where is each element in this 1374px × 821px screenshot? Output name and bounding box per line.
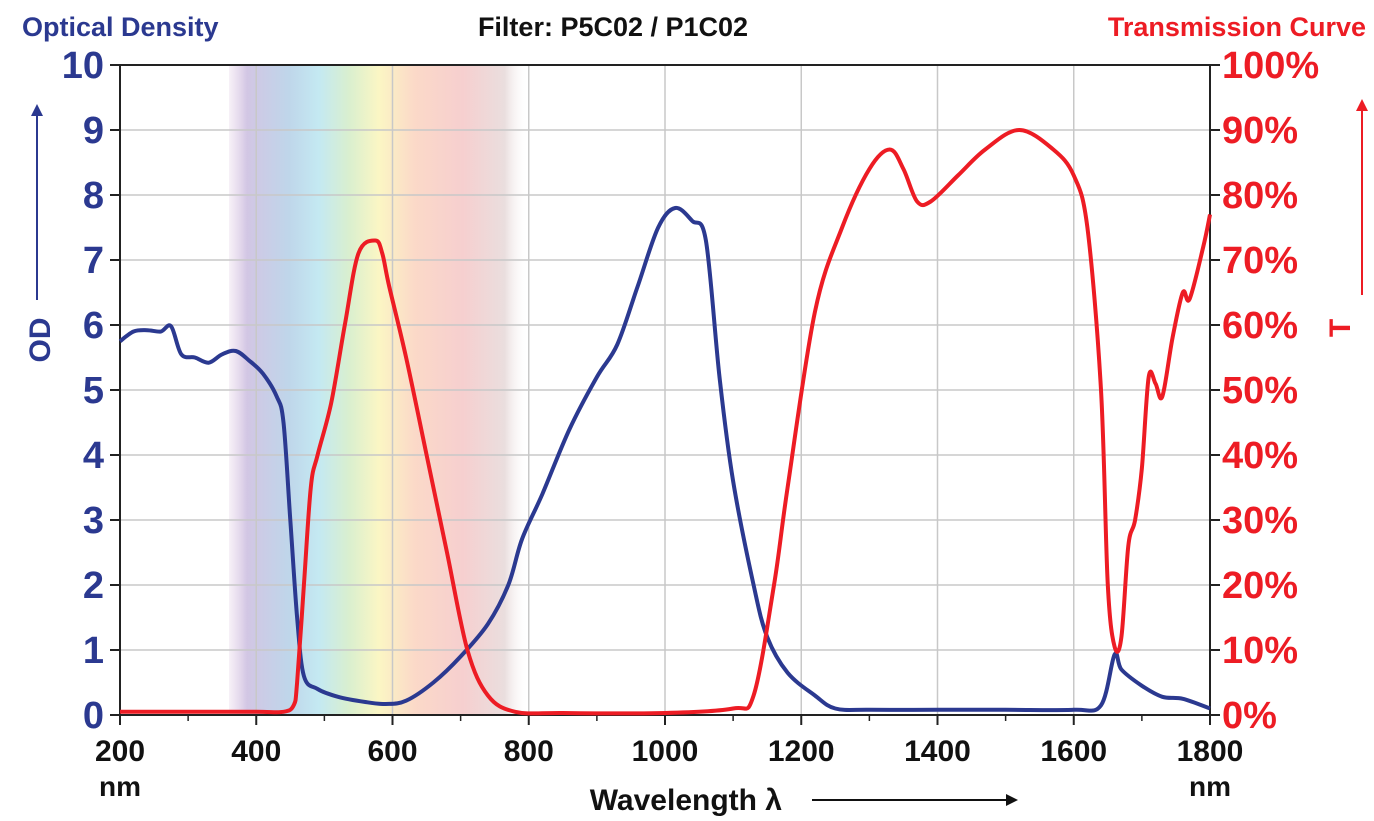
x-tick-label: 1400: [904, 735, 971, 768]
y-left-tick-label: 10: [62, 45, 104, 87]
y-right-tick-label: 30%: [1222, 500, 1298, 542]
x-axis-ticks: 200 400 600 800 1000 1200 1400 1600 1800: [95, 715, 1243, 768]
x-tick-label: 800: [504, 735, 554, 768]
y-right-tick-label: 40%: [1222, 435, 1298, 477]
x-unit-label-left: nm: [99, 771, 141, 802]
x-tick-label: 600: [367, 735, 417, 768]
x-tick-label: 1000: [632, 735, 699, 768]
left-axis-title: Optical Density: [22, 12, 219, 42]
y-right-tick-label: 20%: [1222, 565, 1298, 607]
y-left-tick-label: 5: [83, 370, 104, 412]
y-right-tick-label: 0%: [1222, 695, 1277, 737]
y-left-tick-label: 1: [83, 630, 104, 672]
y-right-tick-label: 70%: [1222, 240, 1298, 282]
series-optical-density-line: [118, 205, 1211, 713]
x-unit-label-right: nm: [1189, 771, 1231, 802]
y-right-axis-ticks: 0% 10% 20% 30% 40% 50% 60% 70% 80% 90% 100%: [1210, 45, 1319, 737]
y-left-tick-label: 0: [83, 695, 104, 737]
x-tick-label: 1600: [1040, 735, 1107, 768]
y-left-tick-label: 6: [83, 305, 104, 347]
y-right-axis-label: T: [1324, 319, 1357, 337]
y-left-tick-label: 3: [83, 500, 104, 542]
x-tick-label: 1200: [768, 735, 835, 768]
y-right-tick-label: 100%: [1222, 45, 1319, 87]
right-axis-title: Transmission Curve: [1108, 12, 1366, 42]
y-left-tick-label: 9: [83, 110, 104, 152]
x-axis-label: Wavelength λ: [590, 784, 783, 817]
chart-title: Filter: P5C02 / P1C02: [478, 12, 748, 42]
x-tick-label: 1800: [1177, 735, 1244, 768]
y-right-tick-label: 10%: [1222, 630, 1298, 672]
x-tick-label: 200: [95, 735, 145, 768]
y-left-tick-label: 2: [83, 565, 104, 607]
y-right-tick-label: 50%: [1222, 370, 1298, 412]
y-right-tick-label: 60%: [1222, 305, 1298, 347]
y-right-tick-label: 90%: [1222, 110, 1298, 152]
y-left-axis-label: OD: [24, 318, 57, 363]
x-tick-label: 400: [231, 735, 281, 768]
y-left-tick-label: 7: [83, 240, 104, 282]
series-transmission-line: [119, 128, 1212, 716]
y-left-axis-ticks: 0 1 2 3 4 5 6 7 8 9 10: [62, 45, 120, 737]
y-left-tick-label: 8: [83, 175, 104, 217]
y-right-tick-label: 80%: [1222, 175, 1298, 217]
y-left-tick-label: 4: [83, 435, 104, 477]
